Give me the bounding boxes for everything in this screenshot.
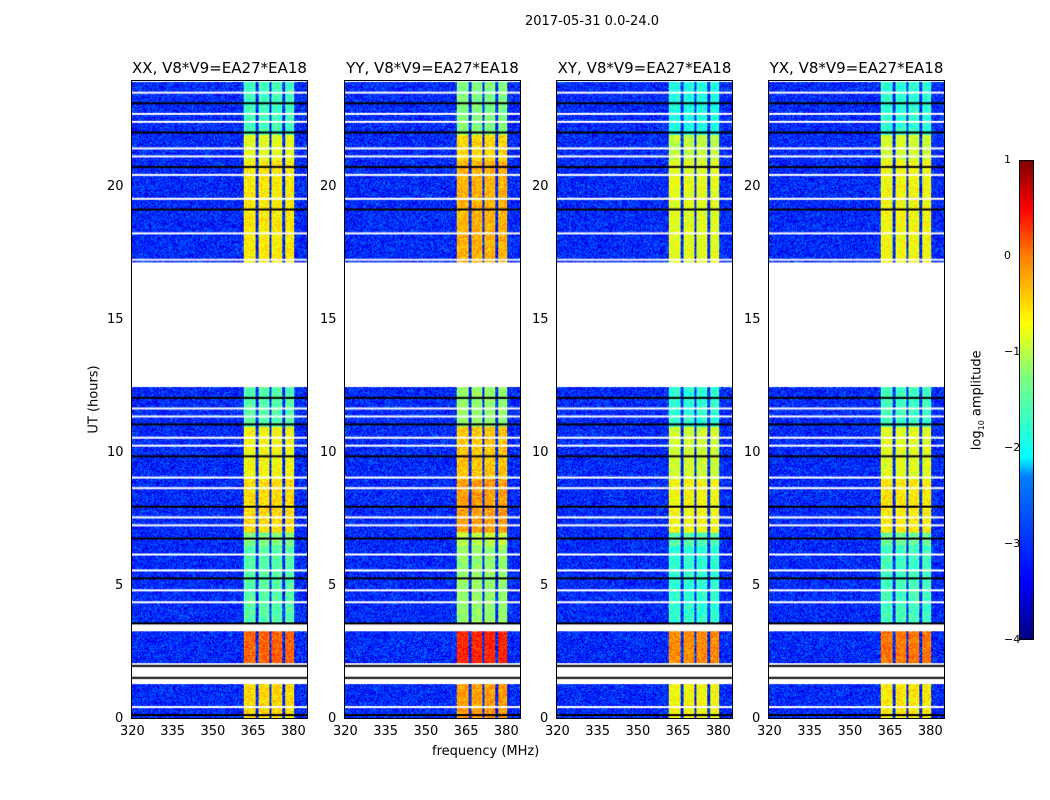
y-tick-label: 20 <box>744 178 761 194</box>
y-tick-label: 15 <box>107 311 124 327</box>
y-tick-label: 10 <box>744 444 761 460</box>
colorbar-tick-label: 0 <box>1004 249 1011 262</box>
y-tick-label: 20 <box>532 178 549 194</box>
x-tick-label: 335 <box>585 724 611 739</box>
x-tick-label: 320 <box>333 724 358 739</box>
x-tick-label: 320 <box>757 724 782 739</box>
colorbar-label: log10 amplitude <box>969 350 987 451</box>
x-tick-label: 350 <box>625 724 651 739</box>
x-tick-label: 320 <box>120 724 145 739</box>
y-tick-label: 5 <box>752 577 761 593</box>
y-tick-label: 15 <box>532 311 549 327</box>
figure-title: 2017-05-31 0.0-24.0 <box>525 14 659 29</box>
x-tick-label: 350 <box>413 724 439 739</box>
colorbar-tick-label: −1 <box>1004 345 1021 358</box>
colorbar-tick-label: −3 <box>1004 537 1021 550</box>
x-tick-label: 365 <box>240 724 266 739</box>
y-tick-label: 10 <box>107 444 124 460</box>
y-tick-label: 0 <box>752 711 761 726</box>
heatmap-panel-0 <box>131 80 308 719</box>
x-axis-label: frequency (MHz) <box>432 744 540 759</box>
heatmap-cells <box>132 81 307 718</box>
y-tick-label: 0 <box>540 711 549 726</box>
heatmap-cells <box>345 81 520 718</box>
y-tick-label: 0 <box>328 711 337 726</box>
heatmap-cells <box>557 81 732 718</box>
y-tick-label: 20 <box>107 178 124 194</box>
colorbar-tick-label: 1 <box>1004 153 1011 166</box>
y-tick-label: 20 <box>320 178 337 194</box>
x-tick-label: 350 <box>837 724 863 739</box>
colorbar-tick-label: −2 <box>1004 441 1021 454</box>
heatmap-cells <box>769 81 944 718</box>
heatmap-panel-3 <box>768 80 945 719</box>
y-axis-label: UT (hours) <box>86 365 102 434</box>
y-tick-label: 15 <box>744 311 761 327</box>
x-tick-label: 365 <box>877 724 903 739</box>
y-tick-label: 5 <box>115 577 124 593</box>
x-tick-label: 365 <box>453 724 479 739</box>
y-tick-label: 10 <box>320 444 337 460</box>
y-tick-label: 10 <box>532 444 549 460</box>
heatmap-panel-1 <box>344 80 521 719</box>
x-tick-label: 380 <box>280 724 306 739</box>
colorbar-tick-label: −4 <box>1004 633 1021 646</box>
y-tick-label: 5 <box>328 577 337 593</box>
x-tick-label: 350 <box>200 724 226 739</box>
panel-title: XX, V8*V9=EA27*EA18 <box>132 59 307 77</box>
y-tick-label: 5 <box>540 577 549 593</box>
panel-title: YY, V8*V9=EA27*EA18 <box>346 59 519 77</box>
x-tick-label: 365 <box>665 724 691 739</box>
x-tick-label: 335 <box>797 724 823 739</box>
x-tick-label: 380 <box>705 724 731 739</box>
y-tick-label: 15 <box>320 311 337 327</box>
x-tick-label: 335 <box>160 724 186 739</box>
colorbar <box>1019 160 1034 640</box>
panel-title: XY, V8*V9=EA27*EA18 <box>557 59 732 77</box>
x-tick-label: 320 <box>545 724 570 739</box>
heatmap-panel-2 <box>556 80 733 719</box>
panel-title: YX, V8*V9=EA27*EA18 <box>769 59 944 77</box>
x-tick-label: 380 <box>917 724 943 739</box>
x-tick-label: 380 <box>493 724 519 739</box>
y-tick-label: 0 <box>115 711 124 726</box>
x-tick-label: 335 <box>373 724 399 739</box>
